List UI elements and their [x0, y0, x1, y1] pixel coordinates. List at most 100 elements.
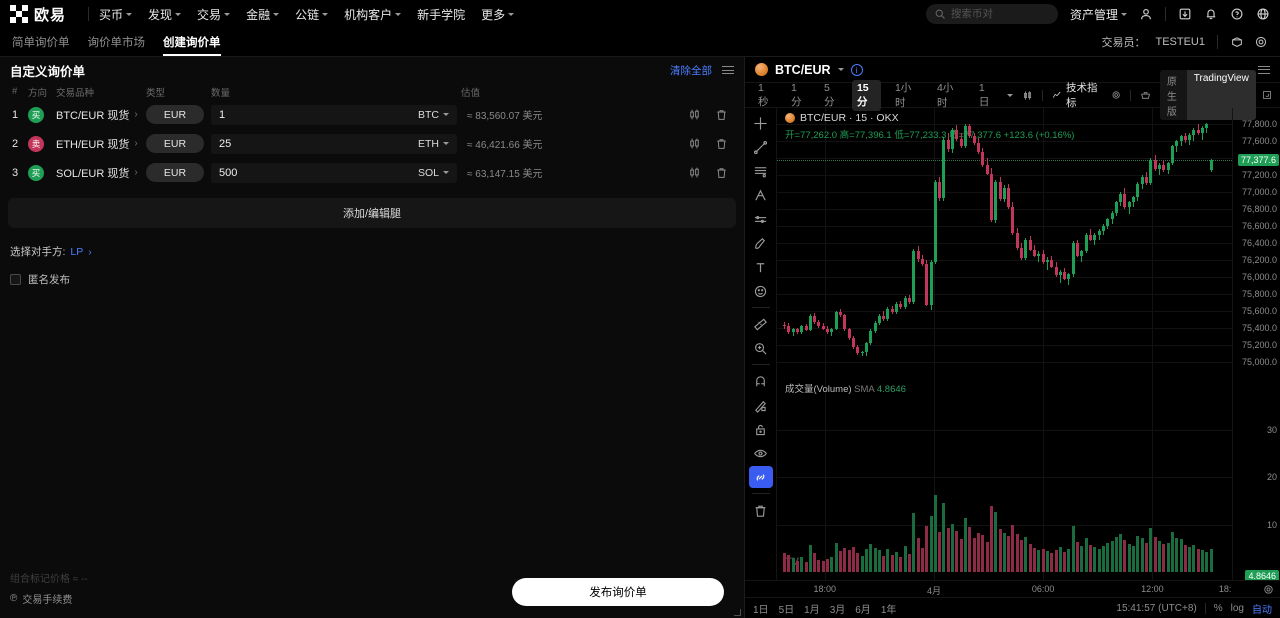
user-icon[interactable]: [1139, 7, 1153, 21]
amount-input[interactable]: [219, 166, 418, 179]
download-icon[interactable]: [1178, 7, 1192, 21]
nav-item-discover[interactable]: 发现: [148, 6, 182, 23]
brush-icon[interactable]: [749, 232, 773, 254]
range-1y[interactable]: 1年: [880, 604, 897, 616]
nav-item-buy-crypto[interactable]: 买币: [99, 6, 133, 23]
search-input[interactable]: [950, 8, 1050, 20]
box-icon[interactable]: [1230, 35, 1244, 49]
lock-icon[interactable]: [749, 418, 773, 440]
tab-create-rfq[interactable]: 创建询价单: [163, 28, 221, 56]
pattern-icon[interactable]: [749, 208, 773, 230]
time-axis-settings-icon[interactable]: [1263, 584, 1274, 595]
clear-all-button[interactable]: 清除全部: [670, 64, 712, 77]
crosshair-icon[interactable]: [749, 112, 773, 134]
brand-logo[interactable]: 欧易: [10, 4, 66, 25]
direction-badge[interactable]: 卖: [28, 135, 56, 152]
zoom-in-icon[interactable]: [749, 337, 773, 359]
tab-rfq-market[interactable]: 询价单市场: [87, 37, 146, 49]
trash-icon[interactable]: [715, 137, 728, 150]
help-icon[interactable]: [1230, 7, 1244, 21]
timeframe-4h[interactable]: 4小时: [936, 82, 954, 109]
view-tradingview-button[interactable]: TradingView: [1186, 70, 1256, 120]
range-3m[interactable]: 3月: [829, 604, 846, 616]
amount-input[interactable]: [219, 108, 418, 121]
panel-menu-icon[interactable]: [722, 64, 734, 77]
counterparty-selector[interactable]: 选择对手方: LP ›: [10, 244, 744, 259]
candlestick-icon[interactable]: [688, 137, 701, 150]
snapshot-icon[interactable]: [1140, 89, 1151, 102]
chart-type-icon[interactable]: [1022, 89, 1033, 102]
nav-item-finance[interactable]: 金融: [246, 6, 280, 23]
timeframe-5m[interactable]: 5分: [823, 81, 835, 108]
trend-line-icon[interactable]: [749, 136, 773, 158]
assets-management-menu[interactable]: 资产管理: [1070, 6, 1127, 23]
price-axis[interactable]: 77,800.077,600.077,400.077,200.077,000.0…: [1232, 108, 1280, 580]
add-edit-leg-button[interactable]: 添加/编辑腿: [8, 198, 736, 228]
symbol-selector[interactable]: ETH/EUR 现货 ›: [56, 136, 146, 152]
timeframe-1s[interactable]: 1秒: [758, 81, 769, 108]
amount-input-wrap[interactable]: BTC: [211, 104, 457, 125]
scale-auto-button[interactable]: 自动: [1252, 604, 1272, 616]
candlestick-icon[interactable]: [688, 166, 701, 179]
horizontal-lines-icon[interactable]: [749, 160, 773, 182]
chart-menu-icon[interactable]: [1258, 63, 1270, 76]
search-box[interactable]: [925, 4, 1058, 24]
type-pill[interactable]: EUR: [146, 163, 211, 182]
amount-input[interactable]: [219, 137, 418, 150]
timeframe-1h[interactable]: 1小时: [894, 82, 912, 109]
time-axis[interactable]: 18:00 4月 06:00 12:00 18:: [745, 580, 1280, 597]
trash-icon[interactable]: [715, 108, 728, 121]
anonymous-publish-row[interactable]: 匿名发布: [10, 272, 744, 287]
timeframe-1d[interactable]: 1日: [978, 81, 990, 108]
unit-selector[interactable]: ETH: [418, 138, 449, 150]
chart-settings-gear-icon[interactable]: [1111, 89, 1121, 101]
direction-badge[interactable]: 买: [28, 164, 56, 181]
globe-icon[interactable]: [1256, 7, 1270, 21]
chevron-down-icon[interactable]: [837, 68, 844, 71]
unit-selector[interactable]: SOL: [418, 167, 449, 179]
indicators-button[interactable]: 技术指标: [1052, 80, 1102, 110]
text-icon[interactable]: [749, 256, 773, 278]
nav-item-academy[interactable]: 新手学院: [417, 7, 466, 22]
scale-log-button[interactable]: log: [1230, 602, 1244, 614]
candlestick-icon[interactable]: [688, 108, 701, 121]
trash-icon[interactable]: [715, 166, 728, 179]
type-pill[interactable]: EUR: [146, 134, 211, 153]
range-5d[interactable]: 5日: [778, 604, 795, 616]
info-icon[interactable]: i: [850, 63, 863, 76]
view-native-button[interactable]: 原生版: [1166, 76, 1177, 118]
type-pill[interactable]: EUR: [146, 105, 211, 124]
trash-icon[interactable]: [749, 499, 773, 521]
anonymous-checkbox[interactable]: [10, 274, 21, 285]
timeframe-1m[interactable]: 1分: [790, 81, 802, 108]
publish-rfq-button[interactable]: 发布询价单: [512, 578, 724, 606]
nav-item-more[interactable]: 更多: [481, 6, 515, 23]
direction-badge[interactable]: 买: [28, 106, 56, 123]
range-6m[interactable]: 6月: [855, 604, 871, 616]
emoji-icon[interactable]: [749, 280, 773, 302]
eye-icon[interactable]: [749, 442, 773, 464]
symbol-selector[interactable]: SOL/EUR 现货 ›: [56, 165, 146, 181]
magnet-icon[interactable]: [749, 370, 773, 392]
pitchfork-icon[interactable]: [749, 184, 773, 206]
symbol-selector[interactable]: BTC/EUR 现货 ›: [56, 107, 146, 123]
nav-item-chain[interactable]: 公链: [295, 6, 329, 23]
unit-selector[interactable]: BTC: [418, 109, 449, 121]
ruler-icon[interactable]: [749, 313, 773, 335]
amount-input-wrap[interactable]: SOL: [211, 162, 457, 183]
scale-percent-button[interactable]: %: [1213, 602, 1223, 614]
nav-item-institutional[interactable]: 机构客户: [344, 6, 402, 23]
measure-icon[interactable]: [749, 394, 773, 416]
nav-item-trade[interactable]: 交易: [197, 6, 231, 23]
fullscreen-icon[interactable]: [1262, 89, 1272, 101]
link-icon[interactable]: [748, 466, 773, 488]
range-1d[interactable]: 1日: [753, 604, 769, 616]
bell-icon[interactable]: [1204, 7, 1218, 21]
timeframe-15m[interactable]: 15分: [851, 79, 881, 111]
gear-icon[interactable]: [1254, 35, 1268, 49]
resize-handle[interactable]: [734, 609, 741, 616]
chevron-down-icon[interactable]: [1006, 93, 1013, 97]
range-1m[interactable]: 1月: [804, 604, 820, 616]
tab-simple-rfq[interactable]: 简单询价单: [12, 37, 70, 49]
chart-plot-area[interactable]: BTC/EUR · 15 · OKX 开=77,262.0 高=77,396.1…: [777, 108, 1280, 580]
